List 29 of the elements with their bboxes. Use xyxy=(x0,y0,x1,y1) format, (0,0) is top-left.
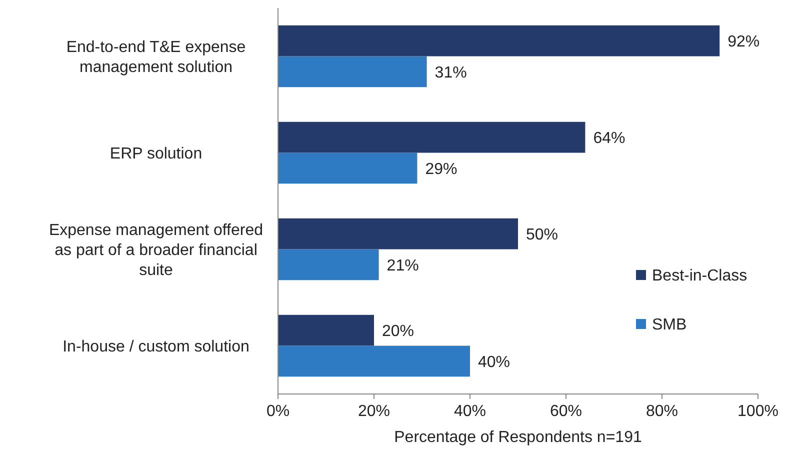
x-tick-label: 40% xyxy=(454,403,486,420)
data-label: 20% xyxy=(382,322,414,340)
legend-label: Best-in-Class xyxy=(652,268,748,285)
x-tick-label: 0% xyxy=(266,403,290,420)
bar xyxy=(278,314,374,346)
data-label: 64% xyxy=(593,130,626,147)
data-label: 40% xyxy=(478,354,510,371)
y-tick-label: Expense management offered as part of a broader financial suite xyxy=(48,222,264,279)
data-label: 92% xyxy=(728,33,760,50)
data-label: 29% xyxy=(425,160,458,178)
bar xyxy=(278,249,379,280)
bar xyxy=(278,56,427,88)
x-tick-label: 20% xyxy=(358,403,390,420)
x-tick-label: 60% xyxy=(550,403,582,420)
legend-label: SMB xyxy=(652,316,687,334)
bar xyxy=(278,346,470,377)
y-tick-label: End-to-end T&E expense management solution xyxy=(66,38,246,76)
x-tick-label: 80% xyxy=(646,403,678,420)
data-label: 21% xyxy=(386,257,419,274)
x-axis-title: Percentage of Respondents n=191 xyxy=(394,429,642,446)
y-tick-label: In-house / custom solution xyxy=(62,338,250,356)
bar xyxy=(278,218,518,250)
data-label: 50% xyxy=(526,226,558,244)
bar xyxy=(278,152,418,184)
bar xyxy=(278,122,586,153)
x-tick-label: 100% xyxy=(738,403,778,420)
data-label: 31% xyxy=(434,64,467,82)
bar xyxy=(278,25,720,56)
y-tick-label: ERP solution xyxy=(110,145,202,162)
